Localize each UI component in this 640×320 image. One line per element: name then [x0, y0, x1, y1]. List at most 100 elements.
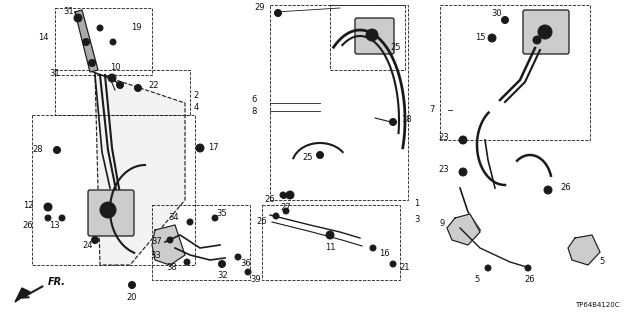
- Circle shape: [462, 171, 464, 173]
- Circle shape: [366, 29, 378, 41]
- Text: 32: 32: [218, 270, 228, 279]
- Circle shape: [56, 149, 58, 151]
- Circle shape: [134, 84, 141, 92]
- Circle shape: [77, 17, 79, 19]
- Polygon shape: [95, 73, 185, 265]
- Circle shape: [488, 34, 496, 42]
- Circle shape: [462, 139, 464, 141]
- Text: 11: 11: [324, 243, 335, 252]
- Circle shape: [83, 38, 90, 45]
- Text: 33: 33: [150, 252, 161, 260]
- Circle shape: [491, 37, 493, 39]
- Circle shape: [112, 41, 114, 43]
- Text: 14: 14: [38, 33, 48, 42]
- Text: 36: 36: [241, 259, 252, 268]
- Circle shape: [131, 284, 133, 286]
- FancyBboxPatch shape: [523, 10, 569, 54]
- Text: 12: 12: [23, 201, 33, 210]
- Bar: [55, 8, 152, 75]
- Circle shape: [47, 217, 49, 219]
- Circle shape: [108, 74, 116, 82]
- Text: 34: 34: [169, 213, 179, 222]
- Text: 31: 31: [64, 6, 74, 15]
- Circle shape: [129, 282, 136, 289]
- Text: 26: 26: [257, 218, 268, 227]
- Circle shape: [536, 39, 538, 41]
- Circle shape: [502, 17, 509, 23]
- Polygon shape: [568, 235, 600, 265]
- Circle shape: [459, 168, 467, 176]
- Circle shape: [97, 25, 103, 31]
- Text: 18: 18: [401, 116, 412, 124]
- Circle shape: [186, 261, 188, 263]
- Text: 8: 8: [252, 107, 257, 116]
- Circle shape: [100, 202, 116, 218]
- Text: 7: 7: [429, 106, 435, 115]
- Text: 23: 23: [438, 133, 449, 142]
- Circle shape: [273, 213, 279, 219]
- Text: TP64B4120C: TP64B4120C: [575, 302, 620, 308]
- Text: 24: 24: [83, 242, 93, 251]
- Circle shape: [372, 247, 374, 249]
- Circle shape: [544, 31, 546, 33]
- Circle shape: [92, 236, 99, 244]
- Circle shape: [282, 194, 287, 198]
- Circle shape: [59, 215, 65, 221]
- Circle shape: [119, 84, 121, 86]
- Circle shape: [212, 215, 218, 221]
- Text: 5: 5: [600, 257, 605, 266]
- FancyBboxPatch shape: [88, 190, 134, 236]
- Polygon shape: [75, 10, 98, 72]
- Text: 22: 22: [148, 81, 159, 90]
- Circle shape: [283, 195, 285, 197]
- Circle shape: [110, 39, 116, 45]
- FancyBboxPatch shape: [355, 18, 394, 54]
- Circle shape: [459, 136, 467, 144]
- Text: FR.: FR.: [48, 277, 66, 287]
- Bar: [55, 70, 190, 115]
- Circle shape: [525, 265, 531, 271]
- Circle shape: [329, 234, 332, 236]
- Text: 25: 25: [303, 154, 313, 163]
- Text: 29: 29: [255, 4, 265, 12]
- Circle shape: [196, 144, 204, 152]
- Bar: [262, 205, 400, 280]
- Text: 9: 9: [440, 219, 445, 228]
- Circle shape: [187, 219, 193, 225]
- Polygon shape: [152, 225, 185, 265]
- Text: 19: 19: [131, 22, 141, 31]
- Circle shape: [533, 36, 541, 44]
- Circle shape: [317, 151, 323, 158]
- Bar: [270, 5, 408, 200]
- Text: 26: 26: [22, 220, 33, 229]
- Text: 17: 17: [208, 143, 218, 153]
- Bar: [330, 5, 405, 70]
- Circle shape: [111, 77, 113, 79]
- Text: 35: 35: [217, 209, 227, 218]
- Text: 10: 10: [109, 63, 120, 73]
- Text: 5: 5: [474, 276, 479, 284]
- Bar: [440, 5, 590, 140]
- Circle shape: [91, 62, 93, 64]
- Text: 26: 26: [525, 276, 535, 284]
- Circle shape: [214, 217, 216, 219]
- Circle shape: [184, 259, 190, 265]
- Circle shape: [504, 19, 506, 21]
- Circle shape: [99, 27, 101, 29]
- Circle shape: [247, 271, 249, 273]
- Circle shape: [237, 256, 239, 258]
- Circle shape: [326, 231, 334, 239]
- Circle shape: [280, 192, 286, 198]
- Circle shape: [390, 261, 396, 267]
- Text: 31: 31: [50, 68, 60, 77]
- Circle shape: [167, 237, 173, 243]
- Circle shape: [371, 34, 373, 36]
- Circle shape: [218, 260, 225, 268]
- Circle shape: [538, 25, 552, 39]
- Circle shape: [88, 60, 95, 67]
- Circle shape: [235, 254, 241, 260]
- Circle shape: [44, 203, 52, 211]
- Text: 1: 1: [414, 199, 420, 209]
- Circle shape: [319, 154, 321, 156]
- Text: 23: 23: [438, 165, 449, 174]
